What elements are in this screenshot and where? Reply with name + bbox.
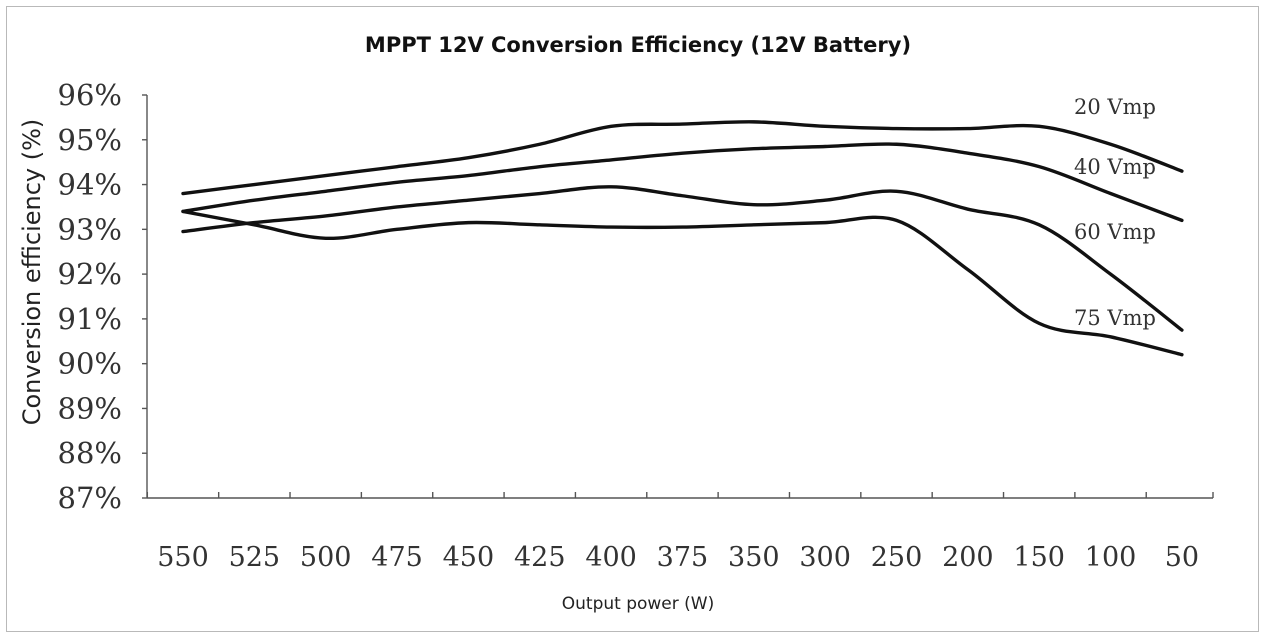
x-tick-label: 550 [157,542,209,573]
x-tick-label: 100 [1085,542,1137,573]
x-ticks: 550 525 500 475 450 425 400 375 350 300 250 200 150 1… [146,492,1214,573]
x-tick-label: 475 [371,542,423,573]
y-ticks: 87% 88% 89% 90% 91% 92% 93% 94% 95% 96% [58,78,147,515]
y-axis-label: Conversion efficiency (%) [18,119,46,426]
x-tick-label: 250 [871,542,923,573]
chart-frame [6,6,1259,632]
x-tick-label: 525 [229,542,281,573]
x-tick-label: 50 [1165,542,1199,573]
y-tick-label: 94% [58,168,122,202]
chart-title: MPPT 12V Conversion Efficiency (12V Batt… [365,33,911,57]
x-tick-label: 350 [728,542,780,573]
series-line-75-vmp [181,209,1184,357]
y-tick-label: 92% [58,257,122,291]
series-labels: 20 Vmp 40 Vmp 60 Vmp 75 Vmp [1074,95,1156,330]
y-tick-label: 96% [58,78,122,112]
x-axis-label: Output power (W) [562,594,714,614]
x-tick-label: 300 [799,542,851,573]
series-label: 40 Vmp [1074,155,1156,179]
x-tick-label: 200 [942,542,994,573]
series-lines [181,120,1184,357]
series-label: 60 Vmp [1074,220,1156,244]
y-tick-label: 89% [58,391,122,425]
series-label: 75 Vmp [1074,306,1156,330]
series-line-40-vmp [181,142,1184,223]
x-tick-label: 150 [1013,542,1065,573]
y-tick-label: 88% [58,436,122,470]
y-tick-label: 93% [58,212,122,246]
x-tick-label: 375 [657,542,709,573]
x-tick-label: 400 [585,542,637,573]
series-label: 20 Vmp [1074,95,1156,119]
y-tick-label: 87% [58,481,122,515]
series-line-20-vmp [181,120,1184,196]
series-line-60-vmp [181,185,1184,332]
x-tick-label: 425 [514,542,566,573]
x-tick-label: 450 [443,542,495,573]
x-tick-label: 500 [300,542,352,573]
y-tick-label: 95% [58,123,122,157]
y-tick-label: 90% [58,347,122,381]
y-tick-label: 91% [58,302,122,336]
axes [146,95,1213,499]
